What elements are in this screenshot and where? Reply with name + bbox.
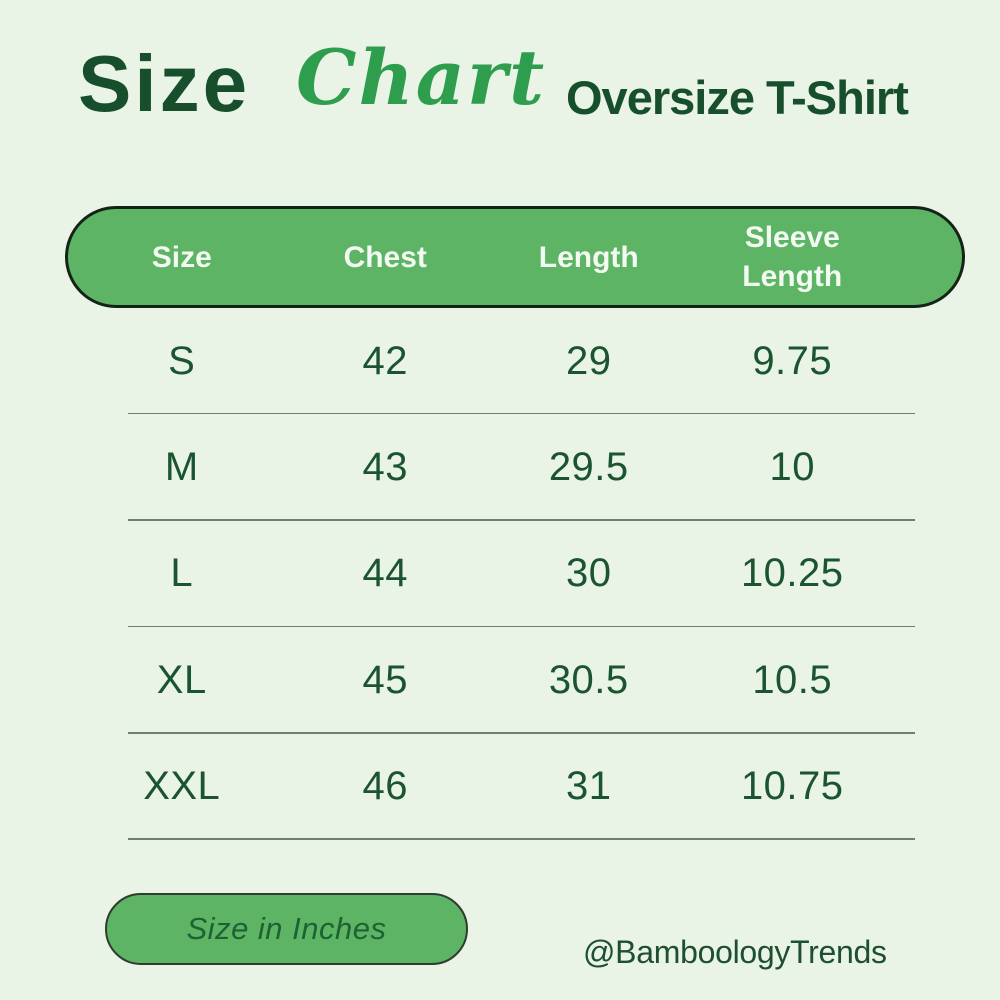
chest-cell: 46 [362, 764, 408, 809]
size-cell: M [164, 445, 199, 490]
sleeve-length-cell: 9.75 [752, 338, 833, 383]
chest-cell: 45 [362, 657, 408, 702]
unit-badge-label: Size in Inches [186, 911, 387, 946]
length-cell: 30.5 [548, 657, 629, 702]
table-row-xxl: XXL 46 31 10.75 [80, 734, 915, 841]
size-table-body: S 42 29 9.75 M 43 29.5 10 L 44 30 10.25 … [80, 308, 915, 841]
sleeve-length-cell: 10.75 [740, 764, 844, 809]
sleeve-length-cell: 10.25 [740, 551, 844, 596]
length-cell: 31 [566, 764, 612, 809]
column-header-size: Size [151, 240, 212, 274]
brand-handle: @BamboologyTrends [583, 934, 887, 970]
column-header-sleeve-length: Sleeve Length [742, 221, 843, 293]
size-cell: XXL [143, 764, 221, 809]
table-row-s: S 42 29 9.75 [80, 308, 915, 415]
table-header-row: Size Chest Length Sleeve Length [80, 209, 894, 305]
page-title-script: Chart [296, 33, 547, 122]
chest-cell: 43 [362, 445, 408, 490]
table-row-l: L 44 30 10.25 [80, 521, 915, 628]
page-title-main: Size [78, 39, 251, 128]
size-cell: XL [156, 657, 207, 702]
sleeve-length-cell: 10.5 [752, 657, 833, 702]
table-row-m: M 43 29.5 10 [80, 414, 915, 522]
length-cell: 29 [566, 338, 612, 383]
size-cell: S [168, 338, 196, 383]
size-cell: L [170, 551, 194, 596]
chest-cell: 42 [362, 338, 408, 383]
length-cell: 29.5 [548, 445, 629, 490]
unit-badge: Size in Inches [105, 893, 468, 965]
table-header-pill: Size Chest Length Sleeve Length [65, 206, 965, 308]
chest-cell: 44 [362, 551, 408, 596]
product-subtitle: Oversize T-Shirt [566, 71, 909, 124]
length-cell: 30 [566, 551, 612, 596]
column-header-chest: Chest [343, 240, 427, 274]
table-row-xl: XL 45 30.5 10.5 [80, 627, 915, 734]
column-header-length: Length [538, 240, 639, 274]
sleeve-length-cell: 10 [769, 445, 815, 490]
